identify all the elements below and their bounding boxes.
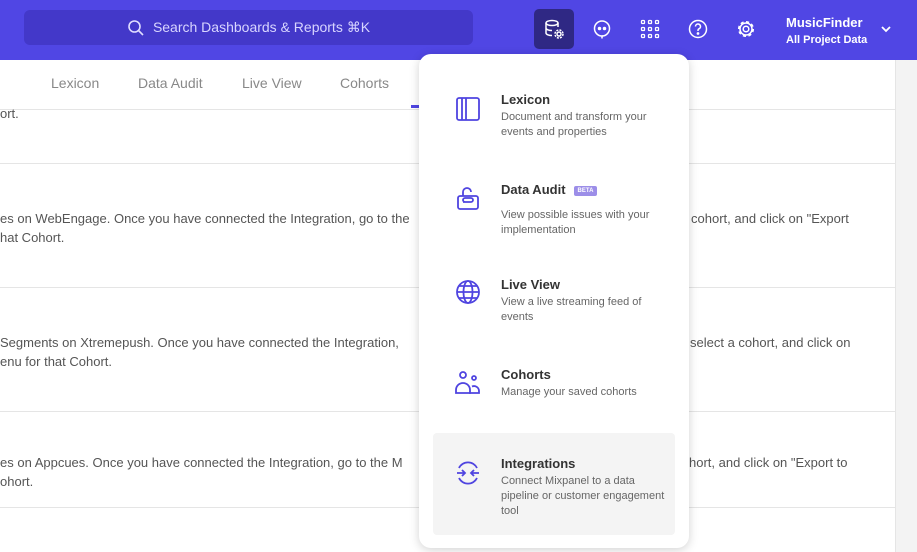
apps-button[interactable] [630,9,670,49]
active-tab-indicator [411,105,423,108]
project-scope: All Project Data [786,34,868,46]
tab-lexicon[interactable]: Lexicon [51,75,100,91]
row-text: es on Appcues. Once you have connected t… [0,455,403,470]
settings-button[interactable] [726,9,766,49]
row-text: ort. [0,106,19,121]
search-placeholder: Search Dashboards & Reports ⌘K [152,19,371,35]
chat-button[interactable] [582,9,622,49]
tab-data-audit[interactable]: Data Audit [138,75,203,91]
search-input[interactable]: Search Dashboards & Reports ⌘K [24,10,473,45]
globe-icon [456,280,480,304]
chevron-down-icon[interactable] [880,24,892,34]
search-icon [128,19,144,36]
menu-item-integrations[interactable]: Integrations Connect Mixpanel to a data … [433,433,675,535]
beta-badge: BETA [573,185,598,196]
menu-item-description: Document and transform your events and p… [501,111,647,138]
lock-icon [457,187,479,210]
integrations-icon [457,461,479,485]
row-text: enu for that Cohort. [0,354,113,369]
book-icon [456,97,480,121]
apps-grid-icon [640,19,660,39]
menu-item-description: Connect Mixpanel to a data pipeline or c… [501,475,665,517]
row-text: hort, and click on "Export to [689,455,848,470]
menu-item-title: Data Audit [501,182,566,197]
menu-item-title: Integrations [501,456,576,471]
menu-item-lexicon[interactable]: Lexicon Document and transform your even… [433,92,675,152]
project-name: MusicFinder [786,15,863,30]
row-text: es on WebEngage. Once you have connected… [0,211,410,226]
help-icon [688,19,708,39]
row-text: cohort, and click on "Export [691,211,849,226]
gear-icon [737,20,755,38]
top-nav-bar: Search Dashboards & Reports ⌘K MusicFind… [0,0,917,60]
row-text: Segments on Xtremepush. Once you have co… [0,335,399,350]
menu-item-title: Cohorts [501,367,551,382]
menu-item-cohorts[interactable]: Cohorts Manage your saved cohorts [433,367,675,417]
users-icon [455,371,480,394]
menu-item-description: Manage your saved cohorts [501,386,637,398]
menu-item-live-view[interactable]: Live View View a live streaming feed of … [433,277,675,337]
scrollbar[interactable] [895,60,917,552]
tab-live-view[interactable]: Live View [242,75,302,91]
project-switcher[interactable]: MusicFinder All Project Data [786,15,867,46]
row-text: select a cohort, and click on [690,335,851,350]
menu-item-description: View possible issues with your implement… [501,209,650,236]
data-management-button[interactable] [534,9,574,49]
menu-item-title: Lexicon [501,92,551,107]
chat-icon [593,20,611,39]
menu-item-title: Live View [501,277,561,292]
menu-item-data-audit[interactable]: Data Audit BETA View possible issues with… [433,182,675,242]
menu-item-description: View a live streaming feed of events [501,296,642,323]
database-gear-icon [545,19,564,39]
help-button[interactable] [678,9,718,49]
row-text: ohort. [0,474,34,489]
tab-cohorts[interactable]: Cohorts [340,75,390,91]
row-text: hat Cohort. [0,230,65,245]
data-management-menu: Lexicon Document and transform your even… [419,54,689,548]
